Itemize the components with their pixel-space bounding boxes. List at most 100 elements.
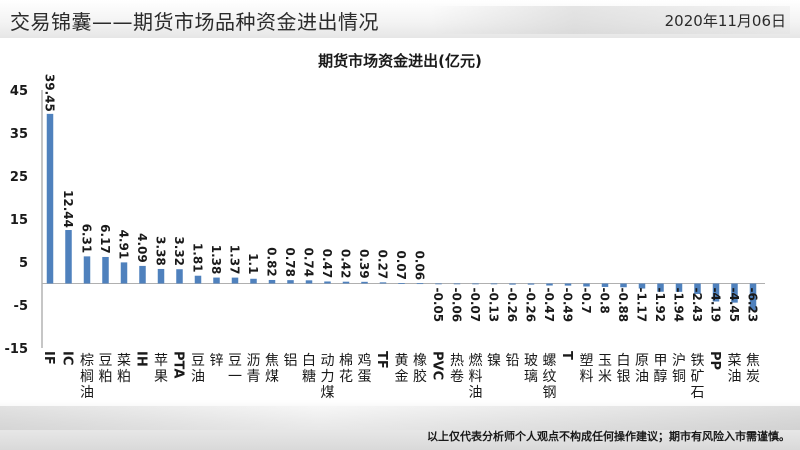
value-label: -0.06 bbox=[450, 288, 464, 323]
value-label: -1.94 bbox=[672, 288, 686, 323]
category-label: 热卷 bbox=[450, 353, 464, 385]
category-label: 豆粕 bbox=[99, 353, 113, 385]
bar bbox=[250, 278, 257, 284]
bar bbox=[361, 281, 368, 284]
category-label: 苹果 bbox=[154, 353, 168, 385]
category-label: IH bbox=[134, 351, 149, 367]
category-label: 豆油 bbox=[191, 353, 205, 385]
bar bbox=[731, 283, 738, 303]
bar bbox=[287, 280, 294, 284]
category-label: 沥青 bbox=[247, 353, 261, 385]
category-label: 沪铜 bbox=[672, 353, 686, 385]
bar bbox=[102, 256, 109, 284]
bar bbox=[268, 279, 276, 284]
value-label: 0.47 bbox=[320, 249, 334, 279]
bar bbox=[213, 277, 220, 284]
value-label: 0.27 bbox=[376, 250, 390, 280]
bar bbox=[231, 277, 239, 284]
value-label: -1.92 bbox=[653, 288, 667, 323]
category-label: 豆一 bbox=[228, 353, 242, 385]
value-label: 1.38 bbox=[209, 245, 223, 275]
y-tick-label: 5 bbox=[19, 256, 28, 271]
bar bbox=[490, 283, 498, 285]
bar bbox=[342, 281, 350, 284]
value-label: 0.39 bbox=[357, 249, 371, 279]
category-label: 原油 bbox=[635, 353, 649, 385]
category-label: 菜油 bbox=[728, 353, 742, 385]
bar bbox=[749, 283, 757, 311]
chart-title: 期货市场资金进出(亿元) bbox=[318, 52, 482, 70]
bar bbox=[435, 283, 442, 285]
value-label: 3.38 bbox=[154, 236, 168, 266]
value-label: -0.49 bbox=[561, 288, 575, 323]
bar bbox=[157, 268, 165, 284]
value-label: -0.26 bbox=[524, 288, 538, 323]
bar bbox=[176, 269, 183, 284]
value-label: -0.07 bbox=[468, 288, 482, 323]
value-label: -0.8 bbox=[598, 288, 612, 314]
bar bbox=[712, 283, 720, 302]
value-label: 0.82 bbox=[265, 247, 279, 277]
category-label: 铝 bbox=[284, 353, 298, 369]
value-label: -0.13 bbox=[487, 288, 501, 323]
disclaimer-text: 以上仅代表分析师个人观点不构成任何操作建议；期市有风险入市需谨慎。 bbox=[427, 430, 790, 443]
value-label: 6.31 bbox=[80, 224, 94, 254]
bar bbox=[120, 262, 128, 284]
bar bbox=[620, 283, 627, 288]
value-label: 4.91 bbox=[117, 230, 131, 260]
value-label: -0.26 bbox=[505, 288, 519, 323]
value-label: 6.17 bbox=[98, 224, 112, 254]
y-tick-label: -5 bbox=[14, 299, 28, 314]
category-label: 白糖 bbox=[302, 353, 316, 385]
category-label: 螺纹钢 bbox=[543, 353, 557, 400]
bar bbox=[398, 283, 405, 284]
bar bbox=[546, 283, 553, 286]
value-label: 0.74 bbox=[302, 248, 316, 278]
y-tick-label: 15 bbox=[10, 213, 28, 228]
bar bbox=[324, 281, 331, 284]
category-label: PP bbox=[707, 351, 722, 370]
value-label: 1.37 bbox=[228, 245, 242, 275]
value-label: 3.32 bbox=[172, 236, 186, 266]
category-label: 甲醇 bbox=[654, 353, 668, 385]
bar bbox=[638, 283, 646, 289]
category-label: 塑料 bbox=[580, 353, 594, 385]
category-label: T bbox=[559, 351, 574, 360]
chart-container: 期货市场资金进出(亿元) 45 35 25 15 5 -5 -15 39.45 12.44 6.… bbox=[0, 40, 800, 401]
bar bbox=[305, 280, 313, 284]
value-label: -2.43 bbox=[690, 288, 704, 323]
value-label: -6.23 bbox=[746, 288, 760, 323]
category-label: 棕榈油 bbox=[80, 353, 94, 400]
value-label: 1.81 bbox=[191, 243, 205, 273]
category-label: 铁矿石 bbox=[691, 353, 705, 400]
category-label: PTA bbox=[171, 351, 186, 378]
y-tick-label: 45 bbox=[10, 84, 28, 99]
bar bbox=[379, 282, 387, 284]
category-label: 动力煤 bbox=[321, 353, 335, 400]
category-label: 橡胶 bbox=[413, 353, 427, 385]
category-label: 鸡蛋 bbox=[358, 352, 372, 385]
bar bbox=[657, 283, 664, 292]
category-label: 铅 bbox=[506, 353, 520, 369]
value-label: 0.06 bbox=[413, 250, 427, 280]
value-label: -0.47 bbox=[542, 288, 556, 323]
category-label: 菜粕 bbox=[117, 353, 131, 385]
footer-bar bbox=[0, 400, 800, 450]
value-label: -0.05 bbox=[431, 288, 445, 323]
value-label: -0.88 bbox=[616, 288, 630, 323]
bar bbox=[564, 283, 572, 286]
bar bbox=[509, 283, 516, 285]
value-label: 1.1 bbox=[246, 253, 260, 274]
category-label: 黄金 bbox=[395, 352, 409, 385]
bar bbox=[139, 265, 146, 284]
bar bbox=[583, 283, 590, 287]
category-label: 镍 bbox=[487, 353, 501, 369]
bar bbox=[472, 283, 479, 285]
bar bbox=[453, 283, 461, 285]
category-label: PVC bbox=[430, 351, 445, 380]
header-brush-decoration bbox=[430, 6, 790, 34]
y-axis: 45 35 25 15 5 -5 -15 bbox=[5, 84, 765, 357]
value-labels: 39.45 12.44 6.31 6.17 4.91 4.09 3.38 3.32 1.81 1.… bbox=[43, 74, 760, 322]
value-label: 0.42 bbox=[339, 249, 353, 279]
